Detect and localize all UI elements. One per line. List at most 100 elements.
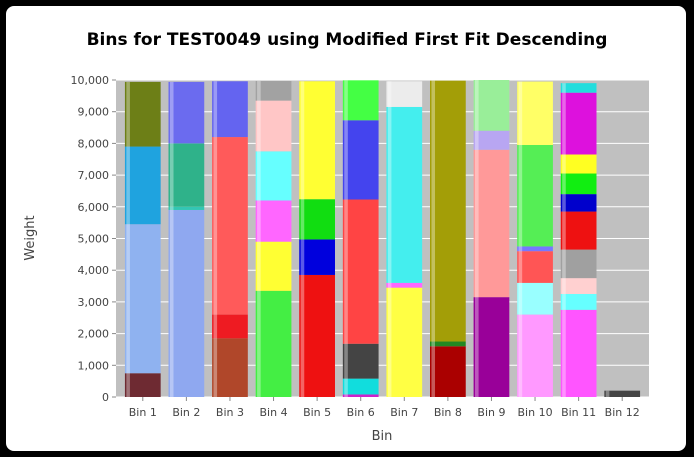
y-axis-ticks: 0 1,000 2,000 3,000 4,000 5,000 6,000 7,000 8,00… — [71, 74, 116, 404]
bar-segment — [473, 130, 510, 150]
bar-segment — [430, 341, 466, 347]
y-tick-label: 6,000 — [78, 201, 110, 214]
bar-segment — [560, 92, 597, 155]
bar-segment — [560, 278, 597, 294]
bar-segment — [299, 239, 335, 275]
y-tick-label: 3,000 — [78, 296, 110, 309]
x-tick-label: Bin 2 — [172, 406, 200, 419]
bar-segment — [430, 80, 466, 342]
bar-segment — [386, 106, 423, 283]
x-tick-label: Bin 11 — [561, 406, 596, 419]
bar-segment — [168, 143, 205, 207]
x-tick-label: Bin 6 — [347, 406, 375, 419]
bar-segment — [342, 394, 379, 397]
bar-segment — [212, 137, 248, 315]
bar-highlight — [300, 81, 305, 397]
y-axis-label: Weight — [23, 215, 38, 260]
bar-segment — [517, 81, 553, 145]
bar-segment — [212, 338, 248, 397]
bar-segment — [386, 287, 423, 397]
bar-segment — [342, 343, 379, 379]
chart-title: Bins for TEST0049 using Modified First F… — [86, 30, 608, 50]
y-tick-label: 0 — [102, 391, 109, 404]
bar-segment — [299, 199, 335, 240]
bar-segment — [255, 241, 292, 291]
bar-segment — [212, 81, 248, 138]
x-tick-label: Bin 1 — [129, 406, 157, 419]
y-tick-label: 1,000 — [78, 359, 110, 372]
bar-highlight — [518, 81, 523, 398]
bar-highlight — [213, 81, 218, 397]
bar-stack-2 — [168, 81, 205, 397]
x-tick-label: Bin 4 — [260, 406, 288, 419]
x-axis-ticks: Bin 1 Bin 2 Bin 3 Bin 4 Bin 5 Bin 6 Bin 7 Bin 8… — [129, 397, 640, 419]
bar-segment — [342, 378, 379, 395]
bar-segment — [560, 194, 597, 212]
bar-segment — [604, 390, 641, 397]
bar-segment — [255, 100, 292, 152]
bar-segment — [560, 211, 597, 250]
x-tick-label: Bin 8 — [434, 406, 462, 419]
y-tick-label: 4,000 — [78, 264, 110, 277]
bar-highlight — [169, 81, 174, 397]
bar-segment — [560, 83, 597, 93]
y-tick-label: 8,000 — [78, 137, 110, 150]
bar-segment — [517, 144, 553, 247]
bar-segment — [517, 314, 553, 397]
bar-highlight — [562, 83, 566, 398]
bar-segment — [560, 309, 597, 397]
bar-segment — [473, 80, 510, 131]
bar-highlight — [605, 390, 610, 397]
bar-stack-7 — [386, 81, 423, 397]
y-tick-label: 5,000 — [78, 233, 110, 246]
bar-segment — [560, 293, 597, 310]
bar-stack-1 — [124, 81, 161, 397]
bar-segment — [299, 81, 335, 200]
bar-segment — [473, 149, 510, 298]
bar-stack-10 — [517, 81, 553, 398]
y-tick-label: 9,000 — [78, 106, 110, 119]
bar-segment — [342, 199, 379, 344]
bar-stack-8 — [430, 80, 466, 397]
bar-segment — [517, 251, 553, 283]
bar-segment — [168, 81, 205, 144]
bar-segment — [168, 209, 205, 397]
bar-segment — [255, 290, 292, 397]
gridlines — [116, 79, 649, 398]
bar-stack-4 — [255, 80, 292, 398]
x-tick-label: Bin 10 — [518, 406, 553, 419]
bar-segment — [560, 249, 597, 279]
bar-highlight — [344, 80, 348, 397]
x-tick-label: Bin 3 — [216, 406, 244, 419]
bar-segment — [430, 346, 466, 397]
x-tick-label: Bin 12 — [605, 406, 640, 419]
y-tick-label: 7,000 — [78, 169, 110, 182]
bar-segment — [473, 297, 510, 397]
bar-segment — [517, 246, 553, 252]
bar-highlight — [475, 80, 479, 397]
x-tick-label: Bin 5 — [303, 406, 331, 419]
x-tick-label: Bin 9 — [477, 406, 505, 419]
bar-segment — [386, 81, 423, 107]
bar-segment — [255, 80, 292, 101]
bar-highlight — [431, 80, 436, 397]
bar-segment — [124, 146, 161, 225]
bar-highlight — [257, 80, 261, 398]
bar-stack-6 — [342, 80, 379, 397]
bar-stack-11 — [560, 83, 597, 398]
bar-segment — [560, 173, 597, 195]
bar-stack-12 — [604, 390, 641, 397]
x-axis-label: Bin — [372, 429, 393, 444]
bar-segment — [517, 282, 553, 315]
bar-segment — [342, 80, 379, 121]
bar-stack-5 — [299, 81, 335, 397]
bar-segment — [124, 373, 161, 397]
bar-segment — [124, 224, 161, 374]
bar-stack-3 — [212, 81, 248, 397]
y-tick-label: 2,000 — [78, 328, 110, 341]
bar-segment — [124, 81, 161, 147]
bar-segment — [342, 120, 379, 200]
x-tick-label: Bin 7 — [390, 406, 418, 419]
bars — [124, 80, 641, 398]
